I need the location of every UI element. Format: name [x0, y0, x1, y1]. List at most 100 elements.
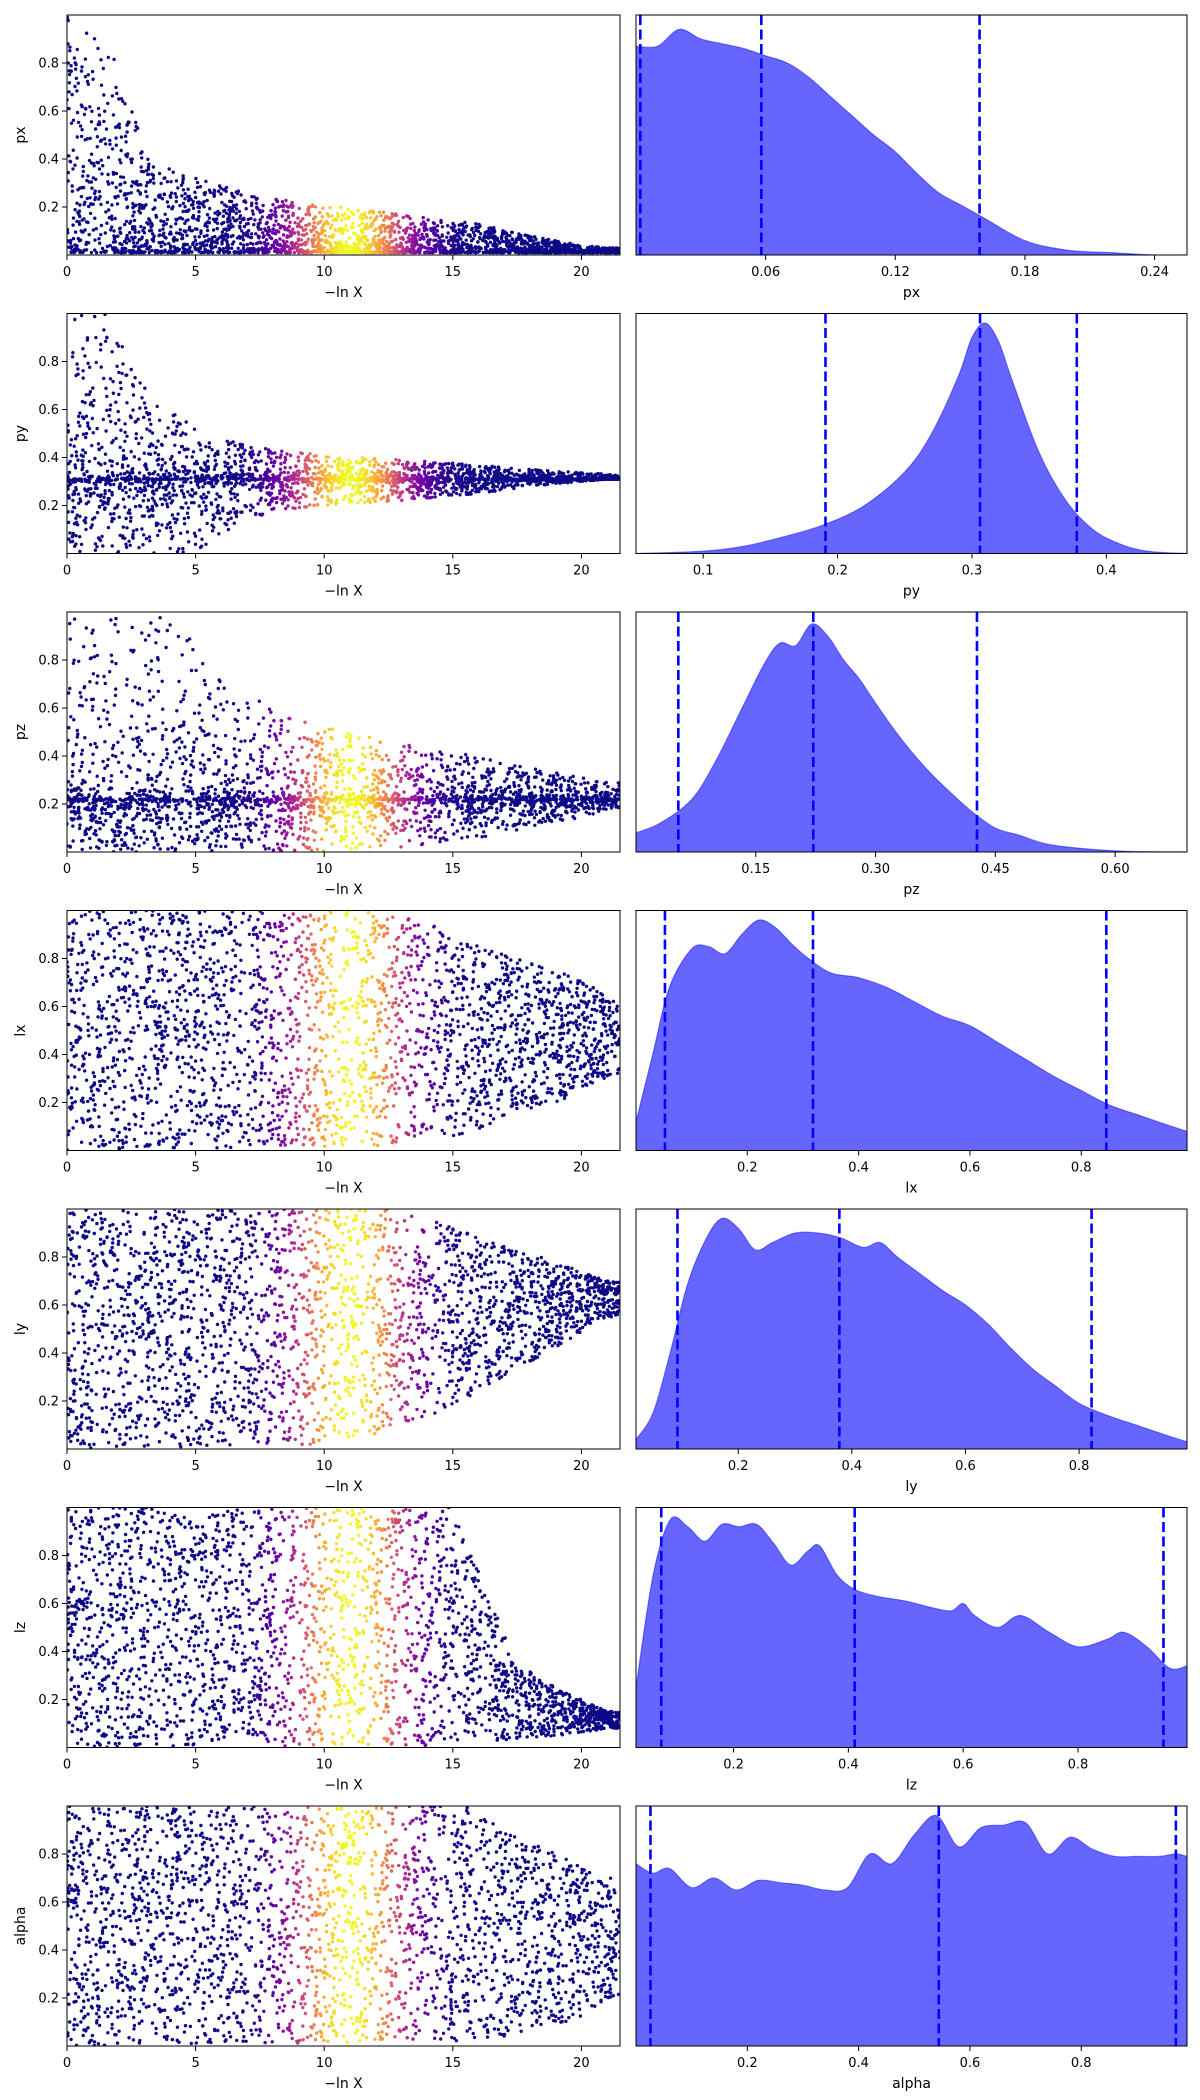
scatter-point [530, 244, 534, 248]
scatter-point [125, 434, 129, 438]
scatter-point [503, 468, 507, 472]
y-tick-label: 0.4 [38, 153, 59, 168]
scatter-point [180, 237, 184, 241]
scatter-point [73, 67, 78, 71]
scatter-point [124, 237, 128, 241]
scatter-point [344, 242, 349, 247]
scatter-point [256, 224, 261, 228]
scatter-point [243, 458, 247, 463]
scatter-point [338, 456, 342, 460]
scatter-point [266, 502, 271, 507]
scatter-point [154, 521, 159, 525]
scatter-point [178, 228, 182, 232]
scatter-point [347, 497, 351, 501]
scatter-point [143, 462, 148, 466]
scatter-point [436, 233, 440, 238]
scatter-point [104, 386, 108, 390]
scatter-point [215, 492, 219, 496]
scatter-point [76, 236, 81, 241]
scatter-point [432, 221, 436, 226]
scatter-point [180, 194, 184, 198]
scatter-point [349, 210, 353, 214]
scatter-point [397, 474, 402, 479]
scatter-point [390, 484, 394, 488]
scatter-point [200, 250, 205, 254]
scatter-point [477, 464, 482, 469]
scatter-point [540, 470, 544, 474]
scatter-point [110, 519, 114, 524]
scatter-point [129, 449, 133, 454]
scatter-point [284, 198, 288, 203]
scatter-points [67, 15, 620, 255]
scatter-point [362, 472, 367, 477]
scatter-point [72, 56, 77, 60]
scatter-point [549, 472, 554, 476]
scatter-point [229, 222, 233, 226]
scatter-point [271, 479, 276, 483]
scatter-point [473, 250, 478, 255]
scatter-point [90, 416, 95, 421]
scatter-point [112, 57, 116, 62]
scatter-point [338, 205, 343, 210]
scatter-point [83, 401, 87, 405]
scatter-point [544, 243, 548, 248]
scatter-point [411, 491, 415, 495]
scatter-point [97, 197, 101, 201]
scatter-point [374, 250, 379, 254]
scatter-point [499, 250, 504, 255]
scatter-point [225, 242, 230, 246]
scatter-point [113, 250, 117, 255]
scatter-point [124, 192, 128, 197]
scatter-point [283, 496, 287, 500]
scatter-point [90, 443, 94, 448]
scatter-point [83, 354, 87, 358]
scatter-point [427, 471, 431, 475]
scatter-point [549, 250, 553, 254]
scatter-point [195, 483, 199, 487]
scatter-point [101, 544, 105, 548]
scatter-point [304, 212, 308, 217]
scatter-point [118, 189, 123, 193]
scatter-point [159, 467, 164, 471]
scatter-point [507, 239, 511, 243]
scatter-point [365, 238, 369, 243]
scatter-point [504, 474, 508, 478]
scatter-point [159, 442, 164, 447]
scatter-point [81, 448, 85, 452]
scatter-point [155, 503, 159, 508]
scatter-point [455, 486, 459, 491]
scatter-point [335, 498, 339, 502]
scatter-point [110, 471, 115, 475]
scatter-point [461, 250, 465, 254]
scatter-point [327, 473, 331, 477]
scatter-point [133, 376, 137, 380]
scatter-point [254, 485, 258, 489]
scatter-point [299, 238, 304, 242]
scatter-point [214, 481, 219, 485]
scatter-point [274, 240, 278, 245]
scatter-point [131, 532, 135, 537]
scatter-point [87, 426, 92, 431]
scatter-point [581, 472, 585, 476]
scatter-point [81, 415, 85, 419]
scatter-point [192, 501, 196, 505]
scatter-point [102, 376, 106, 381]
scatter-point [199, 544, 204, 548]
scatter-point [422, 462, 427, 466]
scatter-point [256, 250, 260, 255]
scatter-point [108, 512, 113, 516]
scatter-point [98, 194, 102, 199]
scatter-point [129, 415, 133, 420]
x-tick-label: 20 [573, 265, 590, 280]
scatter-point [106, 101, 110, 106]
scatter-point [181, 176, 185, 180]
scatter-point [87, 204, 91, 209]
scatter-point [311, 217, 316, 221]
scatter-point [220, 200, 224, 205]
scatter-point [294, 499, 298, 503]
scatter-point [174, 199, 178, 204]
scatter-point [197, 210, 201, 214]
scatter-point [163, 212, 167, 216]
scatter-point [205, 224, 209, 229]
scatter-point [244, 207, 248, 211]
